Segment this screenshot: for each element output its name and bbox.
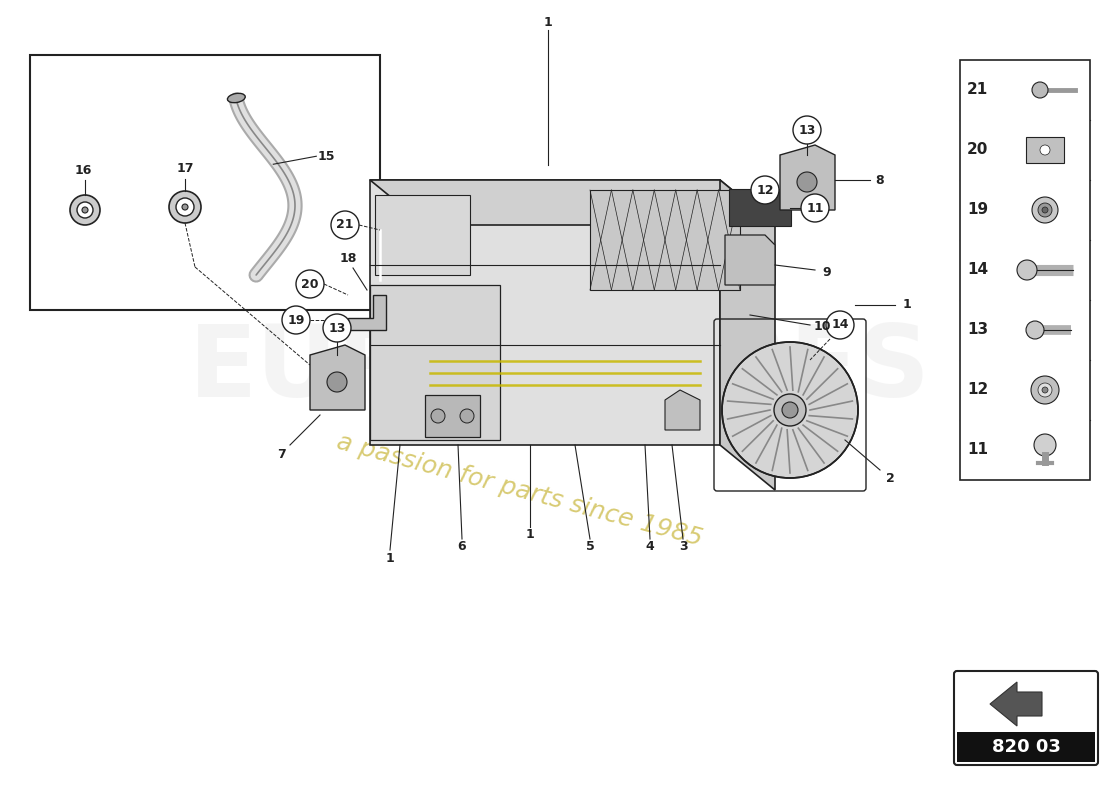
Polygon shape [990, 682, 1042, 726]
Text: 13: 13 [328, 322, 345, 334]
Circle shape [1038, 203, 1052, 217]
Text: 2: 2 [886, 471, 894, 485]
Text: 1: 1 [543, 15, 552, 29]
Text: 3: 3 [679, 541, 688, 554]
FancyBboxPatch shape [957, 732, 1094, 762]
Circle shape [1042, 387, 1048, 393]
Text: 8: 8 [876, 174, 884, 186]
Circle shape [460, 409, 474, 423]
Circle shape [82, 207, 88, 213]
Polygon shape [425, 395, 480, 437]
Circle shape [77, 202, 94, 218]
Polygon shape [370, 180, 720, 445]
Polygon shape [379, 230, 450, 280]
Circle shape [826, 311, 854, 339]
Text: 20: 20 [301, 278, 319, 290]
Text: 6: 6 [458, 541, 466, 554]
Text: 1: 1 [903, 298, 912, 311]
Text: 820 03: 820 03 [991, 738, 1060, 756]
FancyBboxPatch shape [1026, 137, 1064, 163]
Text: a passion for parts since 1985: a passion for parts since 1985 [334, 430, 705, 550]
Text: 12: 12 [757, 183, 773, 197]
Circle shape [1040, 145, 1050, 155]
FancyBboxPatch shape [729, 189, 791, 226]
Circle shape [1042, 207, 1048, 213]
Circle shape [331, 211, 359, 239]
Polygon shape [348, 295, 386, 330]
Text: 14: 14 [832, 318, 849, 331]
Text: 21: 21 [337, 218, 354, 231]
Circle shape [1018, 260, 1037, 280]
Circle shape [431, 409, 446, 423]
Text: 10: 10 [813, 321, 830, 334]
Polygon shape [666, 390, 700, 430]
Circle shape [327, 372, 346, 392]
FancyBboxPatch shape [30, 55, 379, 310]
Circle shape [182, 204, 188, 210]
Circle shape [1031, 376, 1059, 404]
Polygon shape [310, 345, 365, 410]
Circle shape [70, 195, 100, 225]
Polygon shape [780, 145, 835, 210]
Text: 12: 12 [967, 382, 988, 398]
Circle shape [798, 172, 817, 192]
Polygon shape [720, 180, 775, 490]
Circle shape [176, 198, 194, 216]
Text: 11: 11 [967, 442, 988, 458]
Text: 14: 14 [967, 262, 988, 278]
Circle shape [793, 116, 821, 144]
Polygon shape [725, 235, 775, 285]
Text: 13: 13 [799, 123, 816, 137]
Text: 16: 16 [75, 163, 91, 177]
Circle shape [751, 176, 779, 204]
Circle shape [722, 342, 858, 478]
Text: 1: 1 [386, 551, 395, 565]
Text: 17: 17 [176, 162, 194, 175]
Polygon shape [370, 285, 500, 440]
Ellipse shape [228, 94, 245, 102]
Polygon shape [590, 190, 740, 290]
Polygon shape [375, 195, 470, 275]
Circle shape [323, 314, 351, 342]
Text: 13: 13 [967, 322, 988, 338]
Text: 21: 21 [967, 82, 988, 98]
Text: 9: 9 [823, 266, 832, 278]
Circle shape [282, 306, 310, 334]
Text: 19: 19 [287, 314, 305, 326]
Text: 15: 15 [318, 150, 336, 162]
Text: 19: 19 [967, 202, 988, 218]
Text: 1: 1 [526, 529, 535, 542]
Text: EUROSPARES: EUROSPARES [189, 322, 931, 418]
Circle shape [774, 394, 806, 426]
Circle shape [1032, 82, 1048, 98]
Text: 18: 18 [339, 251, 356, 265]
Polygon shape [370, 180, 776, 225]
FancyBboxPatch shape [954, 671, 1098, 765]
Circle shape [801, 194, 829, 222]
Text: 20: 20 [967, 142, 989, 158]
Circle shape [1034, 434, 1056, 456]
Text: 11: 11 [806, 202, 824, 214]
Circle shape [1026, 321, 1044, 339]
Text: 7: 7 [277, 449, 286, 462]
Text: 5: 5 [585, 541, 594, 554]
Circle shape [1032, 197, 1058, 223]
FancyBboxPatch shape [960, 60, 1090, 480]
Circle shape [169, 191, 201, 223]
Circle shape [296, 270, 324, 298]
Circle shape [782, 402, 797, 418]
Text: 4: 4 [646, 541, 654, 554]
Circle shape [1038, 383, 1052, 397]
